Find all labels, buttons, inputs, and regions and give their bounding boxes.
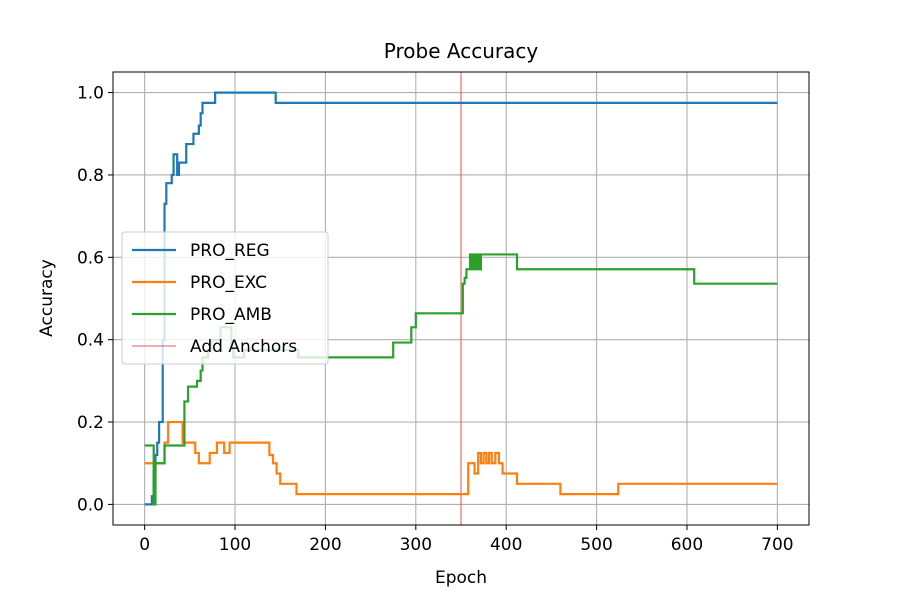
legend-label: PRO_REG bbox=[190, 241, 270, 261]
x-axis-label: Epoch bbox=[435, 568, 487, 588]
y-tick-label: 0.0 bbox=[77, 495, 104, 515]
y-tick-label: 0.6 bbox=[77, 248, 104, 268]
x-tick-label: 0 bbox=[139, 535, 150, 555]
x-tick-label: 400 bbox=[490, 535, 522, 555]
chart-title: Probe Accuracy bbox=[384, 39, 539, 63]
legend-box bbox=[121, 231, 329, 365]
plot-area bbox=[144, 72, 778, 525]
legend-label: PRO_EXC bbox=[190, 273, 267, 293]
x-tick-label: 600 bbox=[671, 535, 703, 555]
x-tick-label: 500 bbox=[580, 535, 612, 555]
series-line-pro-exc bbox=[144, 420, 778, 496]
y-axis-label: Accuracy bbox=[37, 259, 57, 337]
x-tick-label: 100 bbox=[219, 535, 251, 555]
plot-frame bbox=[112, 71, 810, 526]
series-line-pro-reg bbox=[144, 91, 778, 506]
legend: PRO_REG PRO_EXC PRO_AMB Add Anchors bbox=[121, 231, 329, 365]
y-tick-label: 1.0 bbox=[77, 84, 104, 104]
y-tick-label: 0.2 bbox=[77, 413, 104, 433]
series-line-pro-amb bbox=[144, 253, 778, 506]
x-tick-label: 700 bbox=[761, 535, 793, 555]
x-tick-label: 300 bbox=[400, 535, 432, 555]
legend-label: Add Anchors bbox=[190, 337, 297, 357]
legend-label: PRO_AMB bbox=[190, 305, 272, 325]
y-tick-label: 0.4 bbox=[77, 331, 104, 351]
axis-ticks: 0 100 200 300 400 500 600 700 0.0 0.2 0.4 0.6 0.8 1.0 bbox=[77, 84, 794, 555]
x-tick-label: 200 bbox=[309, 535, 341, 555]
y-tick-label: 0.8 bbox=[77, 166, 104, 186]
